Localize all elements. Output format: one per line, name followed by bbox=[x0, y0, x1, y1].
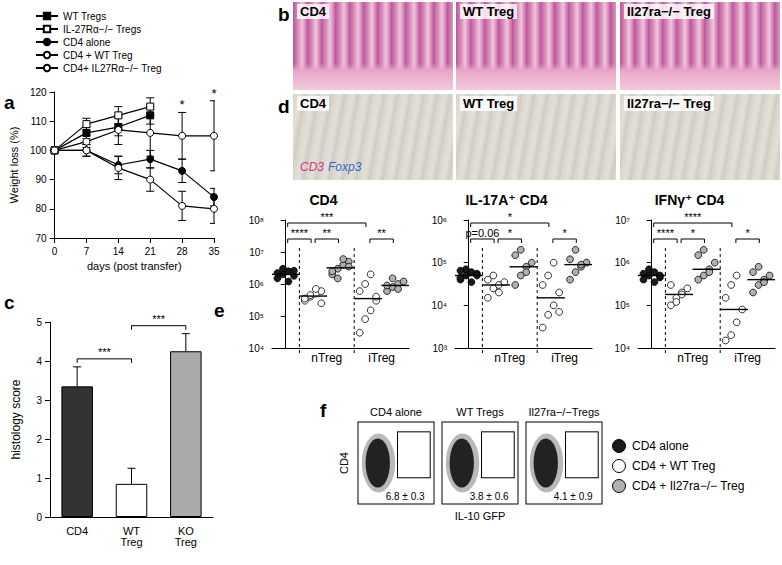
html-text:d: d bbox=[278, 96, 290, 117]
svg-text:*: * bbox=[691, 227, 696, 239]
svg-text:10⁷: 10⁷ bbox=[249, 247, 264, 258]
svg-text:WT Tregs: WT Tregs bbox=[63, 11, 106, 22]
svg-text:Il27ra−/−Tregs: Il27ra−/−Tregs bbox=[528, 406, 600, 418]
svg-text:10⁶: 10⁶ bbox=[615, 257, 630, 268]
svg-text:10⁵: 10⁵ bbox=[249, 311, 264, 322]
svg-text:100: 100 bbox=[30, 145, 47, 156]
svg-text:Treg: Treg bbox=[120, 536, 142, 548]
html-text:c: c bbox=[4, 292, 15, 313]
svg-text:**: ** bbox=[377, 227, 386, 239]
svg-text:28: 28 bbox=[177, 246, 189, 257]
svg-text:10⁵: 10⁵ bbox=[615, 300, 630, 311]
html-text:CD4: CD4 bbox=[300, 96, 326, 111]
svg-text:IFNγ⁺ CD4: IFNγ⁺ CD4 bbox=[655, 192, 725, 208]
svg-text:CD4 alone: CD4 alone bbox=[63, 37, 111, 48]
svg-text:iTreg: iTreg bbox=[368, 351, 395, 365]
svg-text:WT: WT bbox=[122, 524, 141, 537]
svg-text:10⁶: 10⁶ bbox=[249, 279, 264, 290]
svg-text:CD4: CD4 bbox=[66, 525, 88, 537]
svg-text:10⁸: 10⁸ bbox=[249, 215, 264, 226]
svg-text:0: 0 bbox=[52, 246, 58, 257]
svg-text:3: 3 bbox=[36, 395, 42, 406]
html-text:CD3 Foxp3: CD3 Foxp3 bbox=[300, 160, 362, 174]
svg-text:CD4: CD4 bbox=[338, 452, 350, 474]
html-text:CD4 + Il27ra−/− Treg: CD4 + Il27ra−/− Treg bbox=[632, 479, 745, 493]
svg-text:Treg: Treg bbox=[175, 536, 197, 548]
svg-text:*: * bbox=[508, 211, 513, 223]
svg-text:35: 35 bbox=[208, 246, 220, 257]
html-text:WT Treg: WT Treg bbox=[463, 4, 515, 19]
svg-text:iTreg: iTreg bbox=[734, 351, 761, 365]
svg-text:*: * bbox=[508, 227, 513, 239]
svg-text:CD4 alone: CD4 alone bbox=[370, 406, 422, 418]
svg-text:*: * bbox=[562, 227, 567, 239]
svg-text:7: 7 bbox=[84, 246, 90, 257]
svg-text:IL-17A⁺ CD4: IL-17A⁺ CD4 bbox=[465, 192, 547, 208]
svg-text:KO: KO bbox=[177, 524, 194, 537]
svg-text:110: 110 bbox=[31, 116, 47, 127]
svg-text:1: 1 bbox=[36, 473, 42, 484]
svg-text:CD4+ IL27Rα−/− Treg: CD4+ IL27Rα−/− Treg bbox=[63, 63, 162, 74]
svg-text:**: ** bbox=[323, 227, 332, 239]
svg-text:70: 70 bbox=[35, 233, 47, 244]
svg-text:histology score: histology score bbox=[9, 379, 23, 459]
svg-text:***: *** bbox=[320, 211, 334, 223]
html-text:Il27ra−/− Treg: Il27ra−/− Treg bbox=[627, 4, 711, 19]
html-text:e: e bbox=[214, 300, 225, 321]
html-text:f: f bbox=[320, 400, 327, 421]
svg-text:6.8 ± 0.3: 6.8 ± 0.3 bbox=[386, 491, 425, 502]
svg-text:p=0.06: p=0.06 bbox=[465, 227, 499, 239]
svg-text:***: *** bbox=[152, 313, 166, 325]
svg-text:4.1 ± 0.9: 4.1 ± 0.9 bbox=[554, 491, 593, 502]
svg-text:10⁴: 10⁴ bbox=[432, 300, 447, 311]
svg-text:10⁵: 10⁵ bbox=[432, 257, 447, 268]
html-text:b: b bbox=[278, 4, 290, 25]
svg-text:*: * bbox=[745, 227, 750, 239]
svg-text:***: *** bbox=[98, 346, 112, 358]
html-text:Il27ra−/− Treg: Il27ra−/− Treg bbox=[627, 96, 711, 111]
svg-text:10⁴: 10⁴ bbox=[615, 343, 630, 354]
svg-text:10³: 10³ bbox=[433, 343, 448, 354]
svg-text:0: 0 bbox=[36, 512, 42, 523]
html-text:CD4: CD4 bbox=[300, 4, 326, 19]
svg-text:10⁷: 10⁷ bbox=[615, 215, 630, 226]
svg-text:CD4 + WT Treg: CD4 + WT Treg bbox=[63, 50, 133, 61]
svg-text:5: 5 bbox=[36, 317, 42, 328]
svg-text:****: **** bbox=[684, 211, 702, 223]
html-text:CD4 + WT Treg: CD4 + WT Treg bbox=[632, 459, 716, 473]
svg-text:4: 4 bbox=[36, 356, 42, 367]
svg-text:****: **** bbox=[657, 227, 675, 239]
svg-text:nTreg: nTreg bbox=[311, 351, 342, 365]
svg-text:nTreg: nTreg bbox=[677, 351, 708, 365]
svg-text:IL-10 GFP: IL-10 GFP bbox=[455, 510, 506, 522]
svg-text:iTreg: iTreg bbox=[551, 351, 578, 365]
svg-text:14: 14 bbox=[113, 246, 125, 257]
svg-text:Weight loss (%): Weight loss (%) bbox=[8, 127, 20, 204]
svg-text:21: 21 bbox=[145, 246, 157, 257]
svg-text:10⁶: 10⁶ bbox=[432, 215, 447, 226]
svg-text:WT Tregs: WT Tregs bbox=[456, 406, 504, 418]
svg-text:days (post transfer): days (post transfer) bbox=[87, 260, 182, 272]
svg-text:90: 90 bbox=[35, 174, 47, 185]
svg-text:IL-27Rα−/− Tregs: IL-27Rα−/− Tregs bbox=[63, 24, 141, 35]
svg-text:*: * bbox=[180, 97, 185, 112]
svg-text:*: * bbox=[211, 86, 216, 101]
html-text:a: a bbox=[4, 92, 15, 113]
svg-text:nTreg: nTreg bbox=[494, 351, 525, 365]
svg-text:****: **** bbox=[291, 227, 309, 239]
svg-text:80: 80 bbox=[35, 203, 47, 214]
html-text:CD4 alone: CD4 alone bbox=[632, 439, 689, 453]
svg-text:10⁴: 10⁴ bbox=[249, 343, 264, 354]
html-text:WT Treg: WT Treg bbox=[463, 96, 515, 111]
svg-text:120: 120 bbox=[30, 87, 47, 98]
svg-text:CD4: CD4 bbox=[309, 192, 337, 208]
svg-text:3.8 ± 0.6: 3.8 ± 0.6 bbox=[470, 491, 509, 502]
svg-text:2: 2 bbox=[36, 434, 42, 445]
